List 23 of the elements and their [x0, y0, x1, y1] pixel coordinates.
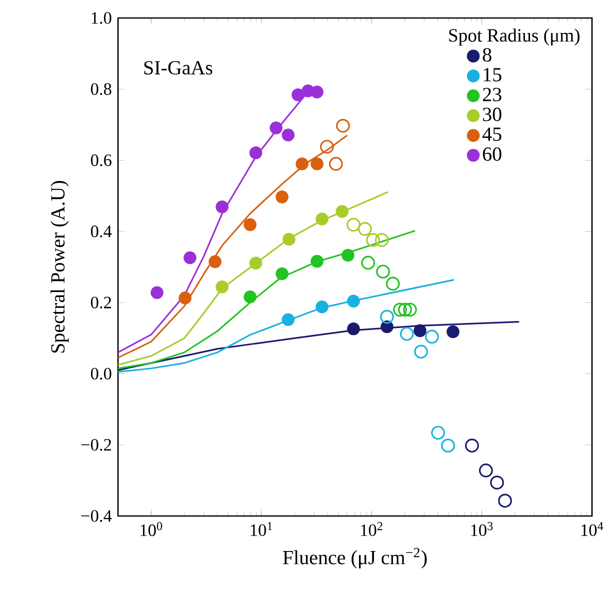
y-tick-label: −0.4: [81, 510, 112, 522]
legend-label: 45: [482, 128, 502, 141]
legend-label: 60: [482, 147, 502, 161]
x-tick-label: 10$^{3}$: [471, 522, 493, 536]
y-tick-label: 0.8: [90, 83, 112, 96]
x-tick-label: 10$^{2}$: [361, 522, 382, 536]
annotation: SI-GaAs: [144, 61, 212, 75]
legend-title: Spot Radius (μm): [449, 28, 580, 46]
y-tick-label: 1.0: [92, 12, 112, 24]
x-tick-label: 10$^{1}$: [250, 522, 272, 536]
x-tick-label: 10$^{0}$: [140, 522, 162, 536]
y-tick-label: 0.4: [90, 226, 112, 238]
legend-label: 23: [482, 88, 502, 102]
legend-label: 8: [482, 48, 492, 62]
legend-label: 15: [484, 68, 502, 82]
y-tick-label: 0.6: [90, 154, 112, 166]
y-tick-label: 0.0: [90, 368, 112, 380]
y-tick-label: 0.2: [90, 296, 112, 308]
x-tick-label: 10$^{4}$: [581, 522, 604, 536]
y-tick-label: −0.2: [81, 438, 112, 451]
y-axis-title: Spectral Power (A.U): [50, 180, 69, 353]
x-axis-title: Fluence (μJ cm$^{−2}$): [283, 548, 427, 568]
legend-label: 30: [483, 108, 502, 122]
